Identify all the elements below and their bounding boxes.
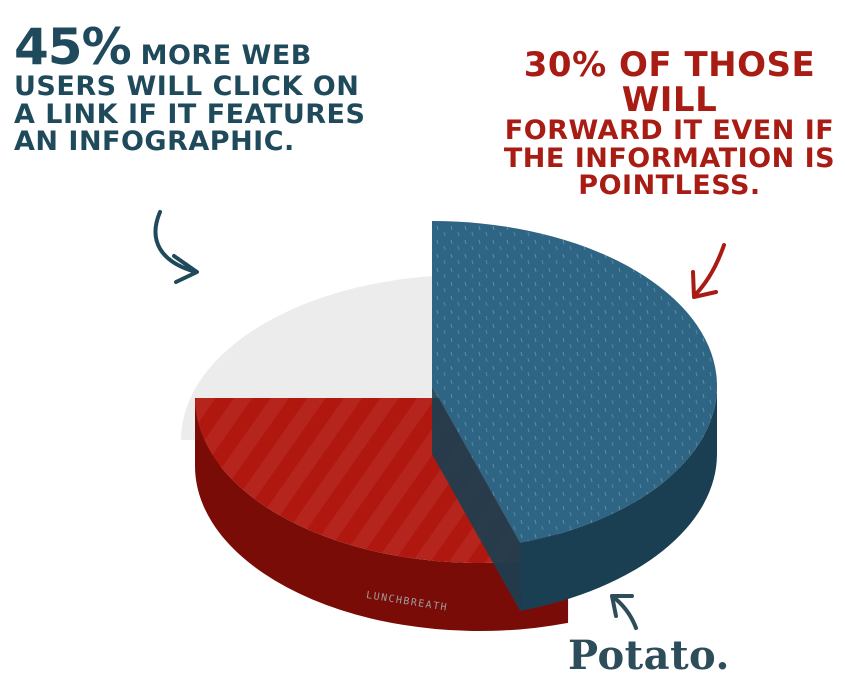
- annotation-right-line3: the information is: [503, 142, 836, 174]
- annotation-potato: Potato.: [568, 632, 730, 679]
- annotation-left: 45% more Web users will click on a link …: [14, 22, 365, 156]
- pie-slice-blue: [432, 221, 717, 611]
- pie-slice-red-side: [195, 398, 569, 631]
- annotation-left-percent: 45%: [14, 18, 132, 76]
- annotation-left-line2: users will click on: [14, 71, 360, 102]
- annotation-right-line1: 30% of those will: [523, 45, 816, 120]
- pie-slice-blue-texture: [432, 221, 717, 543]
- pie-slice-blue-side: [520, 386, 717, 611]
- pie-slice-blue-cut: [432, 386, 521, 611]
- annotation-right-line4: Pointless.: [578, 170, 761, 202]
- annotation-right: 30% of those will forward it even if the…: [494, 48, 845, 200]
- annotation-right-line2: forward it even if: [504, 115, 835, 147]
- annotation-left-line1: more Web: [140, 40, 312, 71]
- annotation-left-line3: a link if it features: [14, 98, 366, 130]
- annotation-left-line4: an infographic.: [14, 126, 295, 158]
